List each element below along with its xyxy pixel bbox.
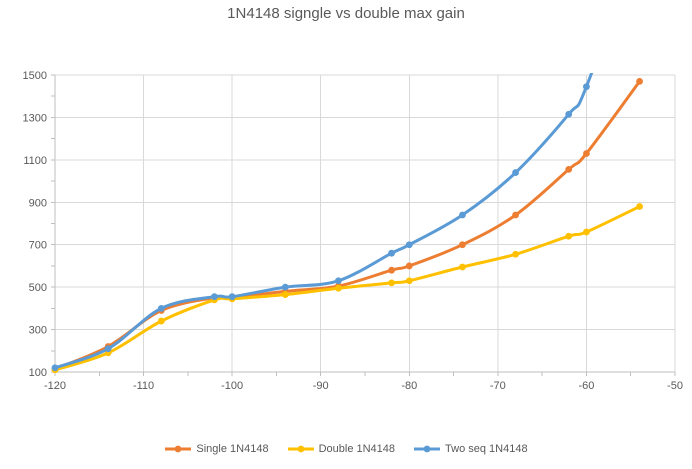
data-point-two-seq-1n4148 (565, 110, 573, 118)
data-point-two-seq-1n4148 (512, 169, 519, 176)
data-point-single-1n4148 (459, 241, 466, 249)
data-point-double-1n4148 (459, 263, 466, 271)
y-axis-tick-label: 700 (29, 240, 47, 252)
chart-title: 1N4148 signgle vs double max gain (227, 5, 465, 22)
data-point-double-1n4148 (583, 228, 590, 236)
x-axis-tick-label: -50 (667, 380, 683, 392)
y-axis-tick-label: 1500 (23, 70, 47, 82)
data-point-single-1n4148 (565, 166, 573, 173)
series-double-1n4148 (51, 203, 643, 374)
legend-item-two-seq-1n4148: Two seq 1N4148 (413, 443, 528, 455)
data-point-double-1n4148 (157, 317, 165, 325)
series-single-1n4148 (51, 77, 643, 373)
x-axis-tick-label: -110 (133, 380, 154, 392)
x-axis-tick-label: -70 (490, 380, 506, 392)
data-point-single-1n4148 (388, 266, 395, 274)
legend-swatch-marker (297, 445, 304, 453)
legend-swatch-marker (423, 445, 431, 453)
data-point-two-seq-1n4148 (388, 249, 395, 257)
y-axis-tick-label: 900 (29, 197, 47, 209)
data-point-single-1n4148 (636, 77, 643, 85)
x-axis-tick-label: -90 (313, 380, 329, 392)
data-point-two-seq-1n4148 (281, 283, 289, 291)
data-point-double-1n4148 (281, 291, 289, 298)
data-point-two-seq-1n4148 (405, 241, 413, 249)
axes (51, 74, 676, 376)
x-axis-tick-label: -80 (401, 380, 417, 392)
legend-swatch (165, 445, 192, 453)
data-point-two-seq-1n4148 (211, 293, 218, 301)
y-axis-tick-label: 300 (29, 325, 47, 337)
data-point-two-seq-1n4148 (459, 211, 466, 219)
legend-label: Single 1N4148 (196, 443, 269, 455)
data-point-two-seq-1n4148 (104, 345, 112, 353)
data-point-single-1n4148 (512, 211, 519, 219)
data-point-double-1n4148 (335, 284, 342, 292)
x-axis-tick-label: -100 (221, 380, 243, 392)
axis-labels: 100 300 500 700 900 1100 1300 1500 -120 -110 -100 -… (23, 70, 683, 392)
x-axis-tick-label: -120 (44, 380, 66, 392)
legend: Single 1N4148 Double 1N4148 Two seq 1N4148 (0, 443, 692, 455)
series-two-seq-1n4148 (51, 73, 594, 372)
data-point-two-seq-1n4148 (157, 304, 165, 312)
y-axis-tick-label: 100 (29, 367, 47, 379)
data-point-single-1n4148 (405, 262, 413, 270)
legend-item-single-1n4148: Single 1N4148 (164, 443, 269, 455)
data-point-single-1n4148 (583, 150, 590, 157)
y-axis-tick-label: 1300 (23, 112, 47, 124)
data-point-two-seq-1n4148 (583, 83, 590, 91)
legend-label: Two seq 1N4148 (445, 443, 528, 455)
data-point-double-1n4148 (512, 250, 519, 258)
data-point-double-1n4148 (636, 203, 643, 210)
legend-item-double-1n4148: Double 1N4148 (287, 443, 395, 455)
legend-label: Double 1N4148 (318, 443, 396, 455)
y-axis-tick-label: 500 (29, 282, 47, 294)
legend-swatch (414, 445, 441, 453)
data-point-two-seq-1n4148 (335, 277, 342, 285)
data-point-two-seq-1n4148 (228, 293, 236, 301)
legend-swatch (287, 445, 314, 453)
series-line-single-1n4148 (53, 79, 642, 371)
data-point-double-1n4148 (405, 277, 413, 285)
data-point-double-1n4148 (565, 232, 573, 240)
y-axis-tick-label: 1100 (23, 155, 47, 167)
series-line-double-1n4148 (53, 205, 642, 372)
data-point-double-1n4148 (388, 279, 395, 287)
data-point-two-seq-1n4148 (51, 364, 59, 372)
legend-swatch-marker (175, 445, 182, 453)
x-axis-tick-label: -60 (578, 380, 594, 392)
